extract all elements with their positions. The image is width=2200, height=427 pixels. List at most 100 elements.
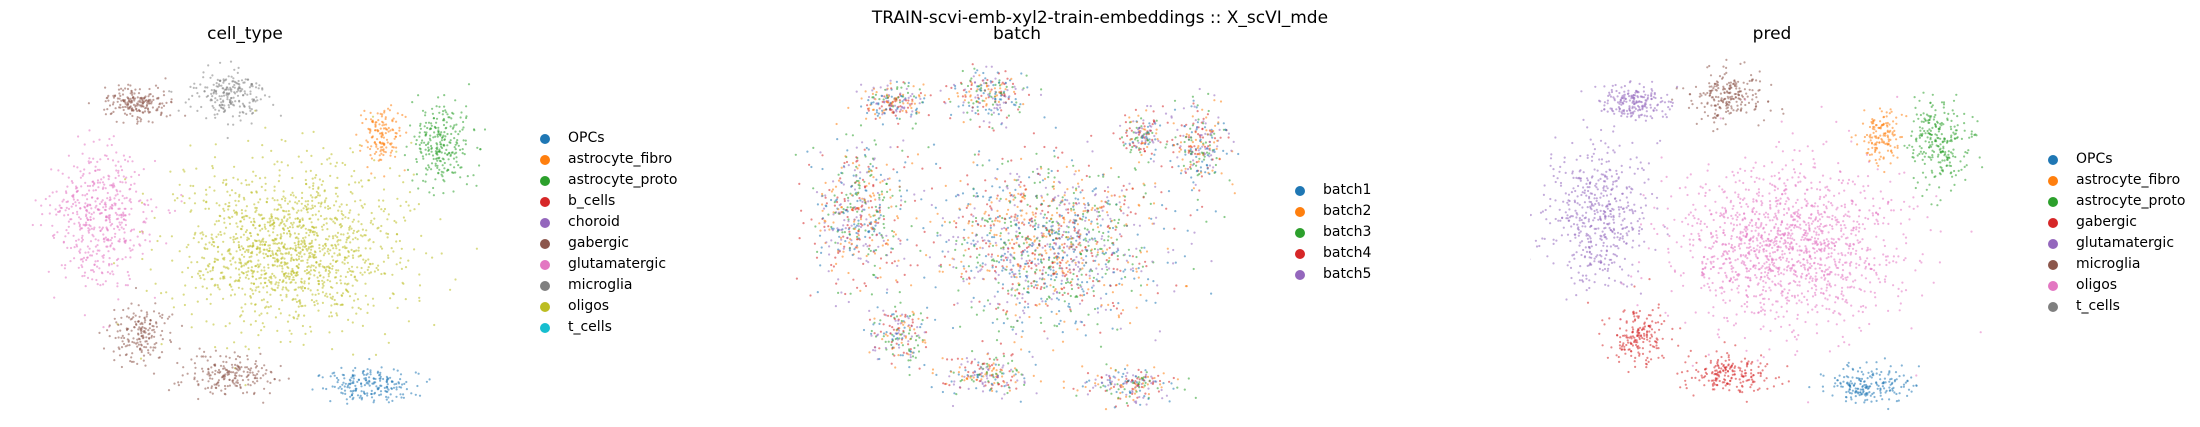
cell-point: [455, 151, 458, 154]
cell-point: [830, 198, 833, 202]
cell-point: [1117, 314, 1120, 317]
cell-point: [301, 289, 305, 292]
cell-point: [279, 204, 282, 207]
cell-point: [321, 228, 324, 231]
cell-point: [223, 232, 226, 235]
cell-point: [94, 260, 97, 263]
cell-point: [79, 248, 82, 251]
cell-point: [365, 379, 368, 382]
cell-point: [350, 175, 353, 178]
cell-point: [314, 266, 317, 269]
cell-point: [819, 151, 822, 154]
cell-point: [143, 321, 146, 324]
cell-point: [821, 192, 824, 196]
cell-point: [280, 138, 283, 141]
cell-point: [864, 201, 867, 204]
cell-point: [1050, 228, 1053, 231]
cell-point: [351, 220, 354, 223]
cell-point: [253, 221, 256, 224]
cell-point: [67, 213, 70, 216]
cell-point: [330, 153, 333, 156]
cell-point: [1156, 292, 1159, 295]
cell-point: [399, 378, 402, 381]
cell-point: [107, 94, 110, 97]
cell-point: [798, 182, 801, 185]
cell-point: [279, 312, 282, 315]
cell-point: [809, 294, 812, 297]
cell-point: [1069, 310, 1072, 313]
cell-point: [335, 376, 339, 380]
cell-point: [437, 126, 440, 129]
cell-point: [878, 206, 881, 210]
cell-point: [92, 189, 95, 192]
cell-point: [336, 218, 339, 221]
cell-point: [256, 270, 259, 273]
cell-point: [73, 222, 76, 225]
cell-point: [1010, 325, 1013, 328]
cell-point: [96, 249, 99, 252]
cell-point: [1036, 284, 1039, 287]
cell-point: [269, 305, 272, 308]
cell-point: [237, 66, 240, 69]
cell-point: [123, 197, 126, 200]
cell-point: [1058, 322, 1061, 325]
cell-point: [220, 376, 224, 379]
cell-point: [104, 205, 107, 208]
cell-point: [117, 323, 120, 326]
cell-point: [139, 120, 142, 123]
cell-point: [454, 148, 457, 151]
cell-point: [415, 158, 418, 161]
cell-point: [263, 325, 266, 328]
cell-point: [856, 210, 859, 213]
cell-point: [92, 157, 95, 160]
cell-point: [387, 232, 390, 236]
cell-point: [139, 199, 142, 202]
cell-point: [1016, 288, 1019, 291]
cell-point: [168, 211, 171, 214]
cell-point: [155, 321, 158, 324]
cell-point: [957, 236, 960, 239]
cell-point: [86, 204, 89, 207]
cell-point: [936, 231, 939, 234]
cell-point: [111, 159, 115, 162]
cell-point: [327, 205, 330, 208]
cell-point: [155, 341, 158, 345]
cell-point: [848, 246, 851, 249]
cell-point: [428, 166, 431, 169]
cell-point: [987, 253, 990, 256]
cell-point: [354, 389, 357, 392]
cell-point: [64, 209, 67, 212]
cell-point: [124, 284, 127, 287]
cell-point: [235, 210, 238, 213]
cell-point: [213, 223, 216, 226]
cell-point: [118, 97, 121, 100]
cell-point: [304, 200, 307, 203]
cell-point: [1066, 254, 1069, 257]
cell-point: [283, 272, 286, 275]
cell-point: [137, 92, 141, 95]
panel-title-pred: pred: [1752, 24, 1792, 44]
cell-point: [910, 225, 913, 228]
cell-point: [1038, 243, 1041, 246]
cell-point: [227, 373, 231, 376]
cell-point: [351, 373, 354, 377]
cell-point: [1018, 269, 1021, 272]
cell-point: [327, 275, 330, 278]
cell-point: [930, 203, 933, 207]
cell-point: [79, 228, 82, 231]
cell-point: [313, 301, 316, 304]
cell-point: [989, 302, 992, 305]
cell-point: [1047, 267, 1050, 270]
cell-point: [1015, 179, 1018, 182]
cell-point: [1096, 253, 1099, 256]
cell-point: [1023, 249, 1026, 252]
cell-point: [368, 376, 371, 379]
cell-point: [204, 247, 207, 250]
cell-point: [371, 120, 374, 123]
cell-point: [1140, 246, 1143, 249]
cell-point: [346, 261, 349, 264]
cell-point: [118, 207, 121, 210]
cell-point: [117, 336, 120, 339]
cell-point: [133, 341, 136, 344]
cell-point: [128, 344, 131, 347]
